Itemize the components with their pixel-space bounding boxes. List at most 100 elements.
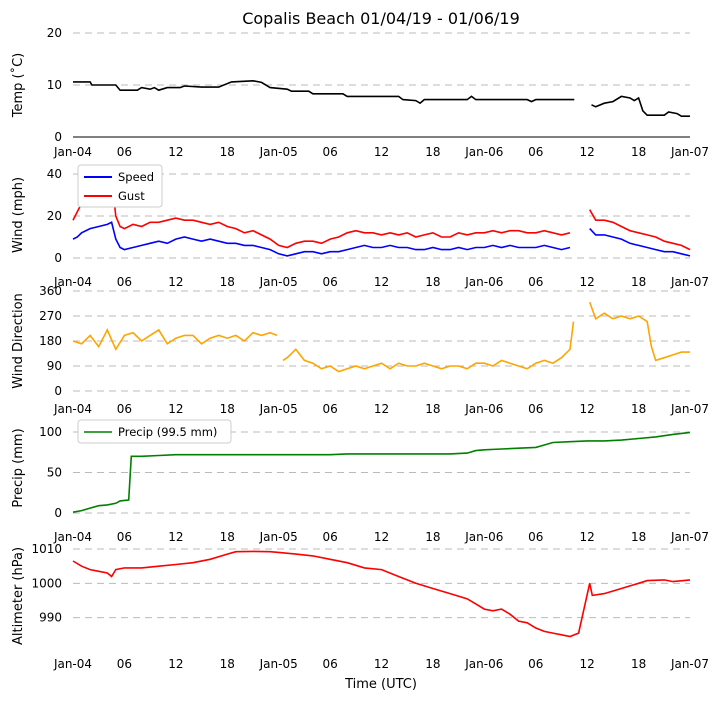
x-tick-label: 12	[580, 530, 595, 544]
x-tick-label: Jan-04	[53, 402, 92, 416]
y-tick-label: 360	[39, 284, 62, 298]
y-tick-label: 50	[47, 466, 62, 480]
wind-direction-x-ticks: Jan-04 06 12 18 Jan-05 06 12 18 Jan-06 06 12 18 Jan-…	[53, 402, 709, 416]
wind-y-ticks: 0 20 40	[47, 167, 62, 265]
y-tick-label: 10	[47, 78, 62, 92]
x-tick-label: Jan-04	[53, 530, 92, 544]
x-tick-label: 18	[425, 530, 440, 544]
series-line-gust	[589, 209, 691, 251]
x-tick-label: Jan-06	[464, 402, 503, 416]
y-tick-label: 1000	[31, 576, 62, 590]
chart-title: Copalis Beach 01/04/19 - 01/06/19	[242, 9, 520, 28]
y-tick-label: 20	[47, 209, 62, 223]
x-tick-label: 06	[322, 145, 337, 159]
precip-legend: Precip (99.5 mm)	[77, 419, 232, 444]
precip-series	[72, 431, 691, 513]
x-tick-label: Jan-05	[259, 145, 298, 159]
series-line-direction	[282, 321, 575, 373]
altimeter-gridlines	[73, 548, 690, 619]
x-tick-label: 06	[528, 145, 543, 159]
altimeter-x-ticks: Jan-04 06 12 18 Jan-05 06 12 18 Jan-06 06 12 18 Jan-…	[53, 657, 709, 671]
series-line-direction	[588, 301, 690, 362]
x-tick-label: 12	[374, 402, 389, 416]
wind-direction-series	[72, 301, 690, 373]
x-tick-label: 12	[580, 145, 595, 159]
altimeter-y-ticks: 990 1000 1010	[31, 542, 62, 625]
altimeter-y-label: Altimeter (hPa)	[11, 547, 26, 645]
x-tick-label: 06	[117, 402, 132, 416]
x-tick-label: 12	[580, 275, 595, 289]
wind-x-ticks: Jan-04 06 12 18 Jan-05 06 12 18 Jan-06 06 12 18 Jan-…	[53, 275, 709, 289]
altimeter-series	[72, 550, 691, 638]
wind-gridlines	[73, 173, 690, 259]
x-tick-label: 12	[374, 530, 389, 544]
x-tick-label: 12	[374, 657, 389, 671]
x-tick-label: 18	[631, 145, 646, 159]
x-tick-label: 06	[528, 530, 543, 544]
x-tick-label: Jan-05	[259, 530, 298, 544]
x-tick-label: 12	[168, 402, 183, 416]
x-tick-label: 06	[117, 657, 132, 671]
y-tick-label: 1010	[31, 542, 62, 556]
series-line-speed	[589, 228, 691, 257]
precip-x-ticks: Jan-04 06 12 18 Jan-05 06 12 18 Jan-06 06 12 18 Jan-…	[53, 530, 709, 544]
x-tick-label: Jan-07	[670, 530, 709, 544]
series-line-direction	[72, 328, 278, 352]
x-tick-label: 18	[425, 145, 440, 159]
x-tick-label: 06	[117, 275, 132, 289]
x-tick-label: Jan-04	[53, 657, 92, 671]
x-tick-label: 12	[374, 275, 389, 289]
x-tick-label: 18	[220, 145, 235, 159]
x-tick-label: 12	[168, 275, 183, 289]
temperature-y-label: Temp (˚C)	[10, 53, 26, 119]
temperature-panel: 0 10 20 Jan-04 06 12 18 Jan-05 06 12 18 Jan-06 06 12…	[10, 26, 709, 159]
temperature-x-ticks: Jan-04 06 12 18 Jan-05 06 12 18 Jan-06 06 12 18 Jan-…	[53, 145, 709, 159]
x-tick-label: 06	[322, 657, 337, 671]
x-tick-label: 06	[322, 402, 337, 416]
y-tick-label: 40	[47, 167, 62, 181]
x-tick-label: 18	[631, 530, 646, 544]
x-tick-label: 12	[168, 657, 183, 671]
legend-label-precip: Precip (99.5 mm)	[118, 425, 217, 439]
y-tick-label: 0	[54, 384, 62, 398]
temperature-gridlines	[73, 32, 690, 138]
x-tick-label: 06	[528, 657, 543, 671]
x-tick-label: 06	[117, 145, 132, 159]
x-tick-label: Jan-05	[259, 275, 298, 289]
x-tick-label: Jan-04	[53, 275, 92, 289]
wind-series	[72, 176, 691, 257]
x-tick-label: Jan-05	[259, 657, 298, 671]
x-tick-label: 18	[631, 657, 646, 671]
y-tick-label: 0	[54, 251, 62, 265]
x-tick-label: 06	[528, 402, 543, 416]
x-tick-label: 12	[168, 145, 183, 159]
y-tick-label: 100	[39, 425, 62, 439]
series-line-temperature	[73, 79, 575, 105]
x-tick-label: Jan-07	[670, 275, 709, 289]
x-tick-label: Jan-06	[464, 530, 503, 544]
wind-y-label: Wind (mph)	[11, 177, 26, 253]
x-tick-label: 12	[580, 402, 595, 416]
x-tick-label: 12	[168, 530, 183, 544]
y-tick-label: 90	[47, 359, 62, 373]
series-line-temperature	[591, 95, 690, 117]
x-tick-label: 06	[528, 275, 543, 289]
precip-y-ticks: 0 50 100	[39, 425, 62, 520]
x-tick-label: 12	[374, 145, 389, 159]
x-tick-label: 06	[322, 530, 337, 544]
x-tick-label: 18	[220, 657, 235, 671]
legend-label-speed: Speed	[118, 170, 154, 184]
wind-direction-y-label: Wind Direction	[11, 293, 26, 389]
temperature-y-ticks: 0 10 20	[47, 26, 62, 144]
x-tick-label: Jan-06	[464, 657, 503, 671]
x-tick-label: 18	[425, 402, 440, 416]
y-tick-label: 180	[39, 334, 62, 348]
series-line-altimeter	[72, 550, 691, 638]
x-tick-label: 18	[425, 275, 440, 289]
y-tick-label: 20	[47, 26, 62, 40]
x-tick-label: 06	[117, 530, 132, 544]
wind-direction-gridlines	[73, 290, 690, 392]
x-tick-label: Jan-06	[464, 145, 503, 159]
